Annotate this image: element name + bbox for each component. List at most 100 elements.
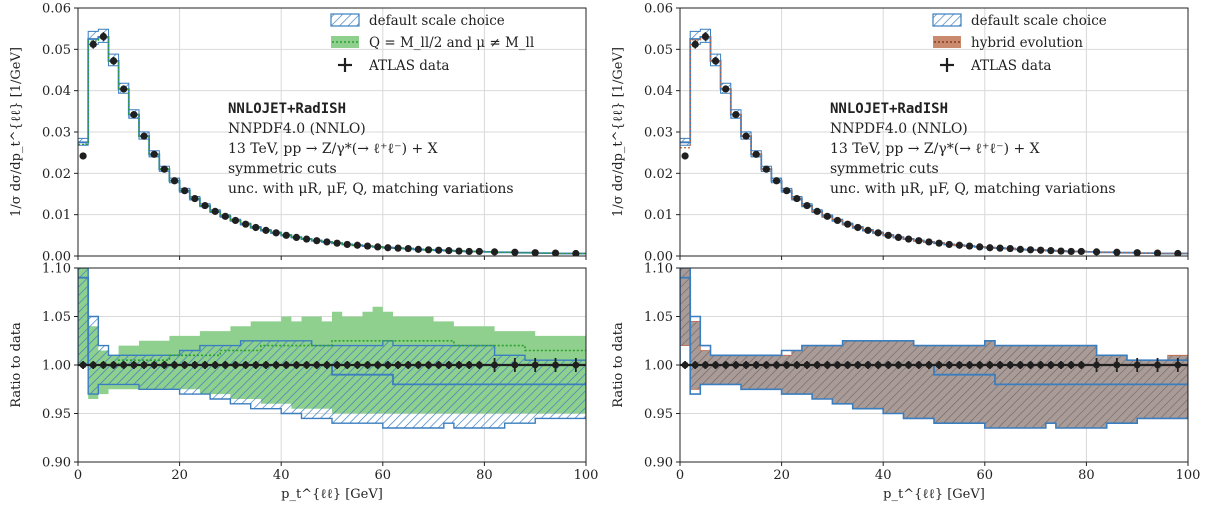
data-point (915, 237, 923, 245)
data-point (823, 361, 831, 369)
data-point (272, 361, 280, 369)
data-point (364, 361, 371, 369)
left-top-plot-area (78, 28, 586, 256)
data-point (956, 361, 963, 369)
data-point (793, 194, 801, 203)
legend-label-data: ATLAS data (970, 58, 1051, 74)
data-point (833, 216, 842, 225)
data-point (293, 361, 300, 369)
data-point (221, 361, 229, 369)
band-default-outline (680, 268, 1188, 429)
data-point (762, 361, 770, 369)
data-point (150, 361, 158, 369)
data-point (160, 165, 168, 173)
right-bottom-frame (679, 267, 1189, 463)
y-tick-label: 0.01 (644, 208, 673, 223)
data-point (140, 361, 148, 369)
data-point (445, 361, 453, 369)
legend-label-default: default scale choice (971, 13, 1107, 29)
data-point (844, 220, 852, 228)
band-hybrid (680, 268, 1188, 429)
x-tick-label: 20 (773, 468, 790, 483)
data-point (874, 229, 882, 237)
data-point (732, 111, 740, 119)
data-point (181, 187, 189, 195)
left-bottom-frame (77, 267, 587, 463)
data-point (465, 361, 473, 369)
annotation-process: 13 TeV, pp → Z/γ*(→ ℓ⁺ℓ⁻) + X (830, 141, 1040, 157)
data-point (475, 247, 483, 256)
x-tick-label: 100 (1176, 468, 1201, 483)
annotation-cuts: symmetric cuts (228, 161, 337, 177)
data-point (465, 247, 473, 256)
data-point (160, 361, 168, 369)
data-point (773, 361, 780, 369)
x-tick-label: 0 (676, 468, 684, 483)
left-ratio-y-label: Ratio to data (9, 322, 24, 408)
data-point (490, 248, 499, 256)
y-tick-label: 1.05 (644, 310, 673, 325)
data-point (965, 242, 974, 250)
x-tick-label: 40 (273, 468, 290, 483)
data-point (89, 361, 97, 369)
legend-label-alt: Q = M_ll/2 and μ ≠ M_ll (369, 35, 534, 51)
data-point (242, 361, 250, 369)
data-point (79, 361, 87, 369)
data-point (394, 361, 402, 369)
data-point (282, 231, 290, 239)
data-point (915, 361, 923, 369)
data-point (691, 361, 699, 369)
y-tick-label: 0.00 (644, 250, 673, 265)
data-point (1006, 244, 1014, 253)
y-tick-label: 1.10 (42, 262, 71, 277)
data-point (803, 201, 811, 210)
data-point (313, 237, 321, 245)
band-default (78, 268, 586, 429)
data-point (110, 361, 117, 369)
data-point (303, 235, 311, 243)
legend-label-default: default scale choice (369, 13, 505, 29)
data-point (100, 361, 107, 369)
data-point (384, 244, 392, 252)
right-top-plot-area (680, 28, 1188, 256)
data-point (89, 40, 97, 48)
right-top-frame (679, 7, 1189, 257)
data-point (491, 361, 498, 369)
data-point (445, 247, 453, 255)
x-tick-label: 0 (74, 468, 82, 483)
legend-label-hybrid: hybrid evolution (971, 35, 1083, 51)
y-tick-label: 0.00 (42, 250, 71, 265)
legend-label-data: ATLAS data (368, 58, 449, 74)
data-point (424, 246, 433, 254)
data-point (120, 361, 128, 369)
right-ratio-y-label: Ratio to data (611, 322, 626, 408)
x-tick-label: 80 (1078, 468, 1095, 483)
data-point (120, 85, 128, 93)
data-point (986, 361, 994, 369)
data-point (681, 361, 689, 369)
data-point (211, 207, 219, 215)
data-point (1093, 361, 1100, 369)
data-point (935, 361, 943, 369)
right-top-y-label: 1/σ dσ/dp_t^{ℓℓ} [1/GeV] (611, 47, 626, 217)
data-point (1026, 246, 1035, 254)
data-point (1037, 246, 1045, 254)
data-point (1027, 361, 1034, 369)
data-point (1016, 361, 1024, 369)
data-point (323, 361, 331, 369)
x-tick-label: 80 (476, 468, 493, 483)
data-point (343, 361, 351, 369)
data-point (752, 150, 760, 158)
data-point (374, 243, 382, 251)
y-tick-label: 0.95 (644, 407, 673, 422)
data-point (435, 246, 443, 254)
data-point (343, 240, 351, 249)
data-point (742, 132, 750, 140)
data-point (1154, 361, 1161, 369)
data-point (945, 240, 953, 249)
data-point (864, 226, 872, 234)
data-point (404, 361, 412, 369)
annotation-uncertainty: unc. with μR, μF, Q, matching variations (830, 181, 1116, 197)
x-tick-label: 100 (574, 468, 599, 483)
